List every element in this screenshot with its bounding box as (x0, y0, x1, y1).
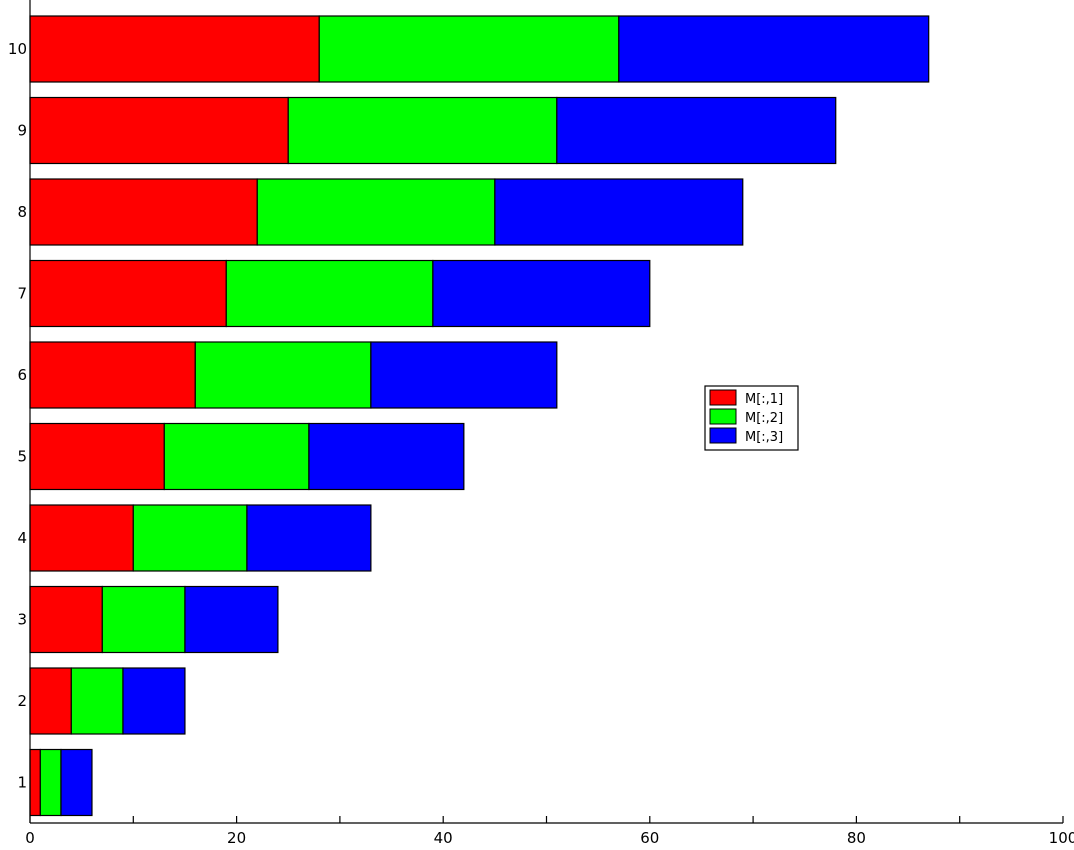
y-tick-label-6: 6 (17, 366, 27, 384)
bar-segment-9-series-1 (29, 96, 289, 165)
bar-segment-5-series-1 (29, 422, 165, 491)
bar-segment-5-series-3 (308, 422, 465, 491)
y-tick-label-10: 10 (8, 40, 27, 58)
legend-label-series-1: M[:,1] (745, 392, 783, 407)
bar-segment-8-series-3 (494, 178, 744, 246)
bar-segment-3-series-1 (29, 585, 103, 654)
x-tick-label-0: 0 (25, 829, 35, 847)
bar-segment-1-series-2 (39, 748, 62, 817)
bar-segment-4-series-1 (29, 504, 134, 572)
bar-segment-8-series-2 (256, 178, 496, 246)
bar-segment-3-series-2 (101, 585, 186, 654)
bar-segment-3-series-3 (184, 585, 279, 654)
legend: M[:,1] M[:,2] M[:,3] (704, 385, 799, 451)
bar-segment-2-series-3 (122, 667, 186, 735)
bar-segment-9-series-2 (287, 96, 558, 165)
legend-label-series-2: M[:,2] (745, 411, 783, 426)
bar-segment-6-series-3 (370, 341, 558, 409)
legend-swatch-series-3 (709, 427, 737, 444)
bar-segment-5-series-2 (163, 422, 310, 491)
bars-group (29, 15, 930, 817)
x-tick-label-100: 100 (1049, 829, 1074, 847)
legend-swatch-series-1 (709, 389, 737, 406)
bar-segment-7-series-3 (432, 259, 651, 328)
y-tick-label-4: 4 (17, 529, 27, 547)
bar-segment-2-series-1 (29, 667, 72, 735)
y-tick-label-2: 2 (17, 692, 27, 710)
bar-segment-10-series-3 (618, 15, 930, 83)
bar-segment-8-series-1 (29, 178, 258, 246)
bar-segment-10-series-1 (29, 15, 320, 83)
bar-segment-4-series-2 (132, 504, 248, 572)
bar-segment-7-series-1 (29, 259, 227, 328)
bar-segment-9-series-3 (556, 96, 837, 165)
y-tick-label-7: 7 (17, 285, 27, 303)
y-tick-label-1: 1 (17, 774, 27, 792)
bar-segment-7-series-2 (225, 259, 434, 328)
x-tick-label-80: 80 (847, 829, 866, 847)
legend-label-series-3: M[:,3] (745, 430, 783, 445)
y-tick-label-9: 9 (17, 122, 27, 140)
legend-swatch-series-2 (709, 408, 737, 425)
x-tick-label-60: 60 (640, 829, 659, 847)
bar-segment-10-series-2 (318, 15, 620, 83)
bar-segment-6-series-2 (194, 341, 372, 409)
bar-segment-6-series-1 (29, 341, 196, 409)
bar-segment-1-series-1 (29, 748, 41, 817)
x-tick-label-20: 20 (227, 829, 246, 847)
x-tick-label-40: 40 (434, 829, 453, 847)
y-tick-label-8: 8 (17, 203, 27, 221)
bar-segment-1-series-3 (60, 748, 93, 817)
bar-segment-2-series-2 (70, 667, 124, 735)
bar-segment-4-series-3 (246, 504, 372, 572)
y-tick-label-3: 3 (17, 611, 27, 629)
y-tick-label-5: 5 (17, 448, 27, 466)
